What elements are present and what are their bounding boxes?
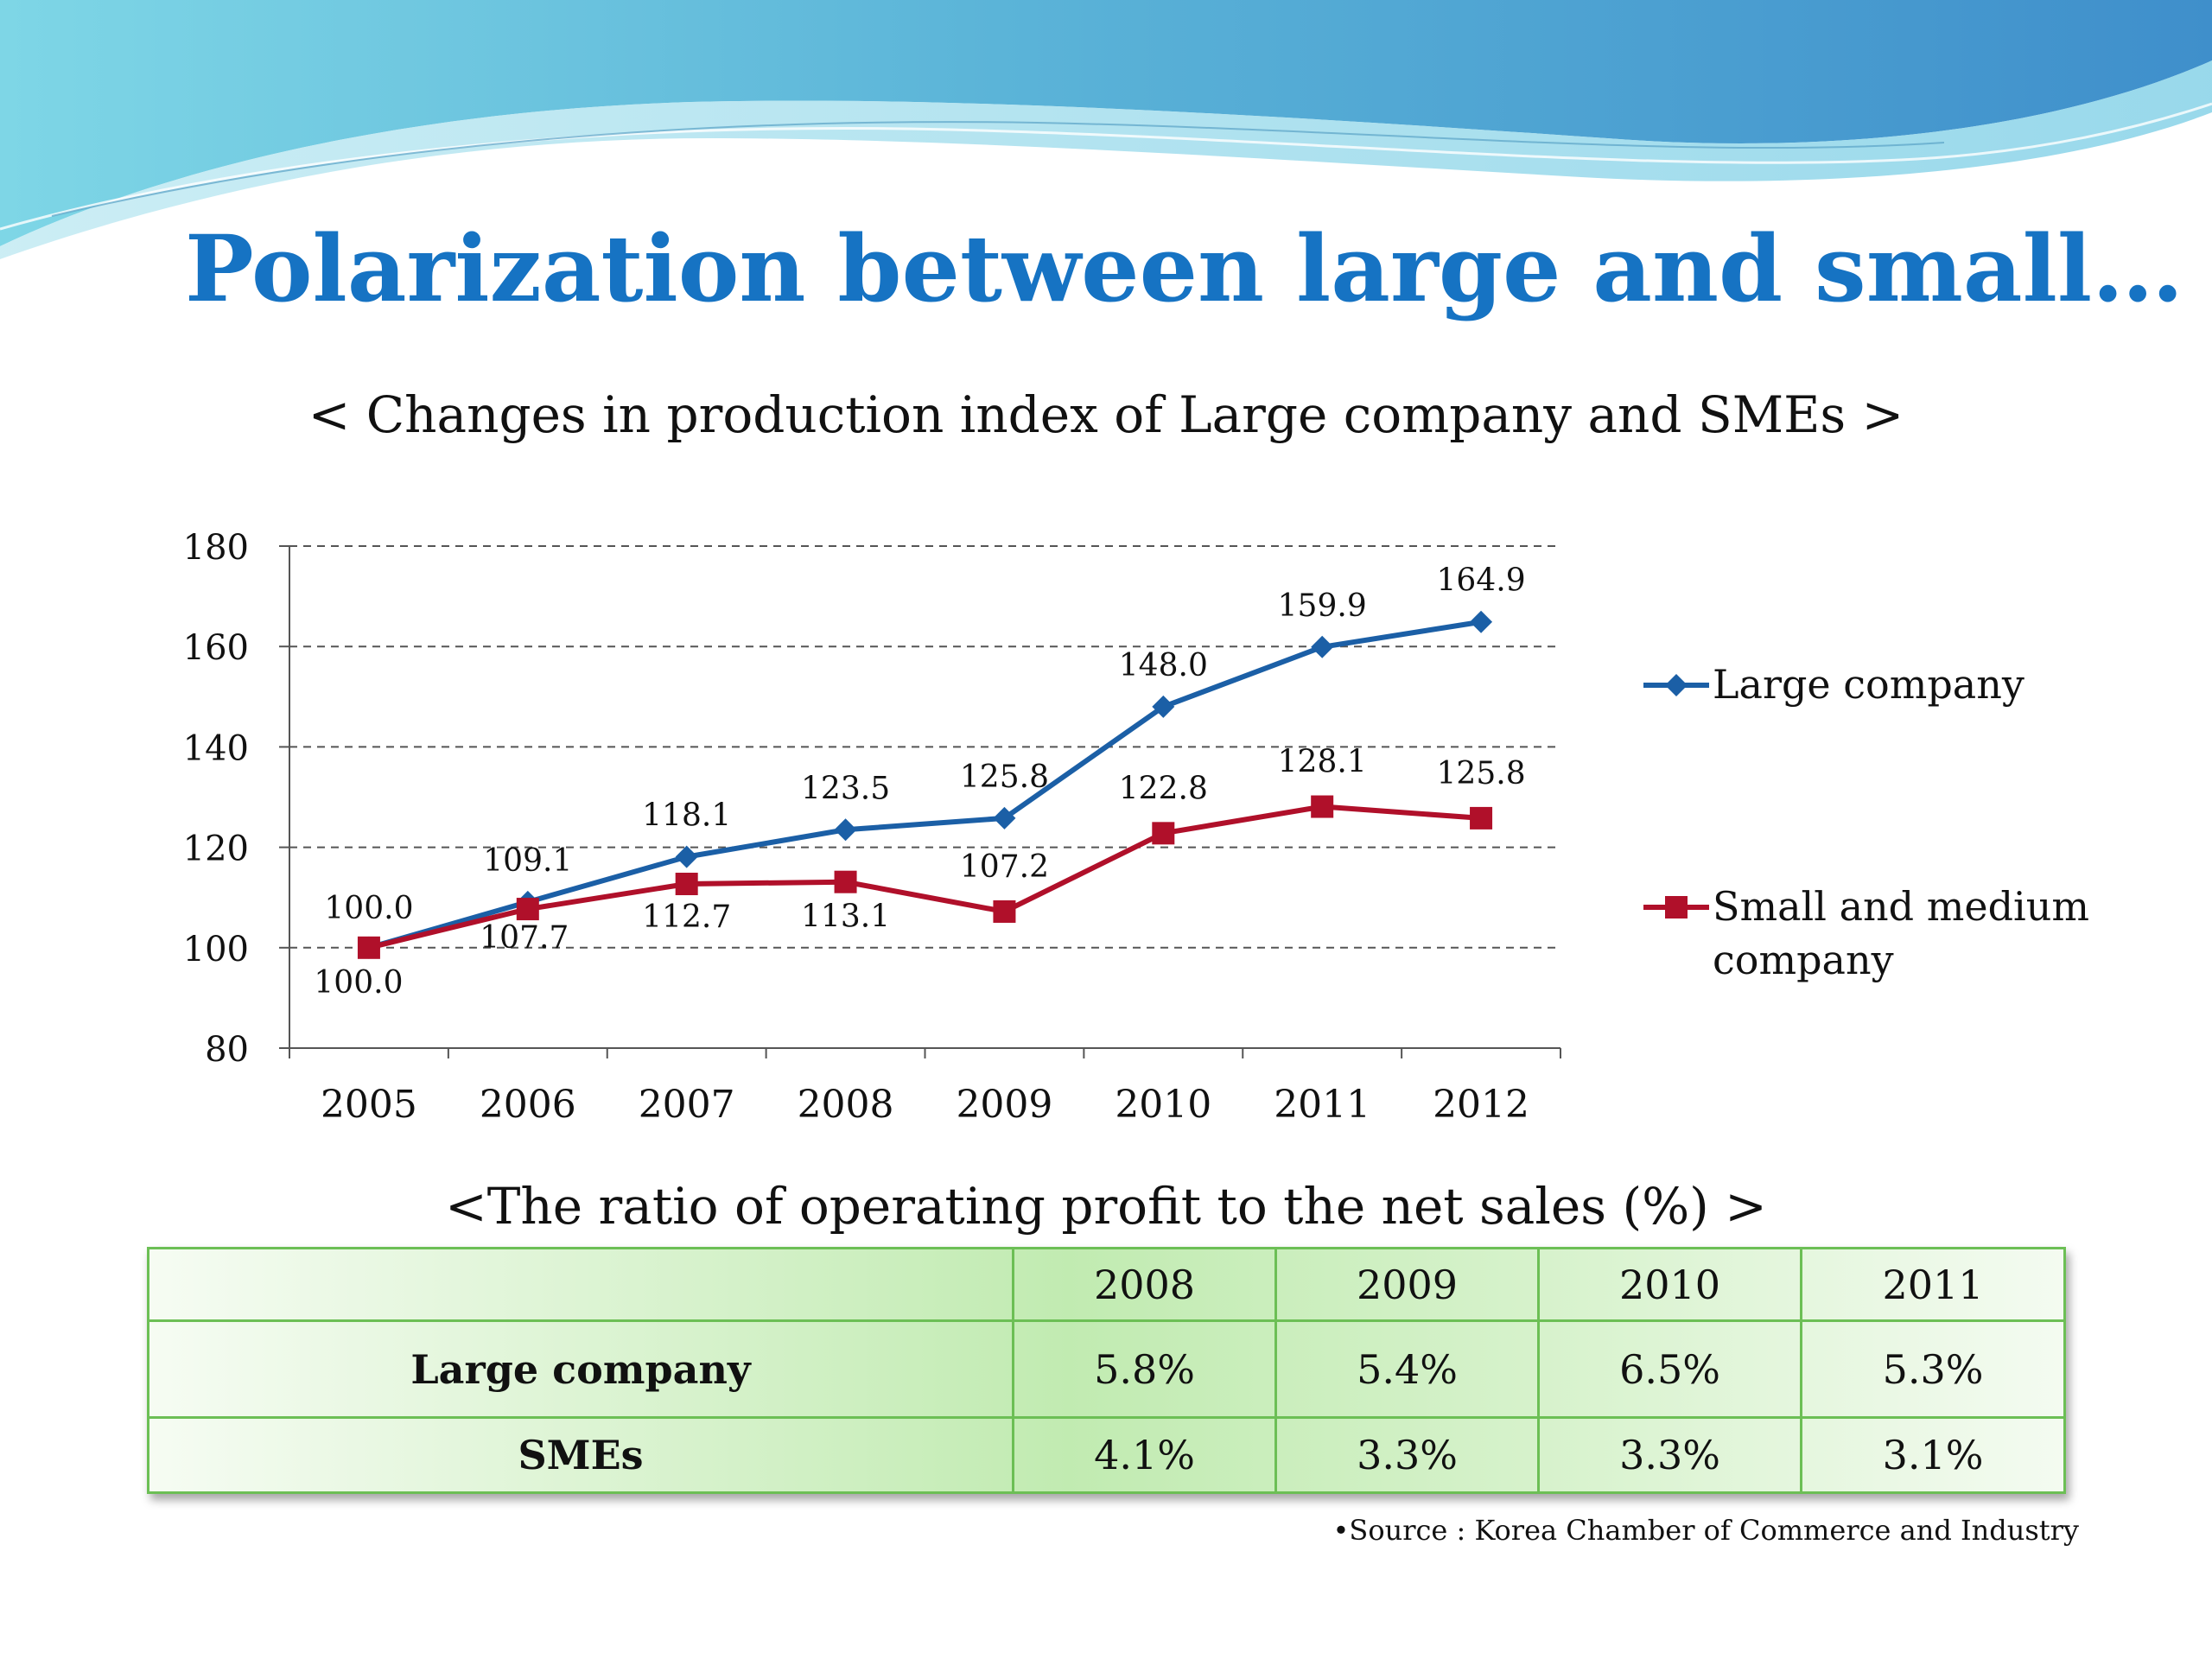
data-point [993,806,1016,830]
table-header-cell: 2010 [1537,1247,1802,1322]
legend-label-line: Small and medium [1713,883,2089,930]
table-header-cell: 2011 [1800,1247,2066,1322]
table-cell: 6.5% [1537,1319,1802,1419]
legend-marker [1665,896,1688,918]
data-label: 100.0 [324,891,413,926]
data-point [516,898,539,921]
data-point [357,936,380,959]
x-tick-label: 2009 [956,1083,1052,1127]
profit-ratio-table: 2008 2009 2010 2011 Large company 5.8% 5… [147,1247,2066,1494]
series-line [368,619,1482,950]
table-cell: 3.3% [1537,1416,1802,1494]
data-label: 107.7 [480,920,569,956]
data-label: 125.8 [1437,756,1526,791]
data-point [1311,635,1334,658]
series-line [368,804,1482,950]
data-label: 122.8 [1119,771,1208,806]
data-label: 123.5 [801,771,890,806]
x-tick-label: 2010 [1115,1083,1211,1127]
table-cell: 5.3% [1800,1319,2066,1419]
y-tick-label: 180 [183,528,249,568]
y-tick-label: 80 [205,1030,249,1070]
data-label: 164.9 [1437,563,1526,599]
data-label: 113.1 [801,899,890,935]
data-label: 148.0 [1119,648,1208,683]
table-row: SMEs 4.1% 3.3% 3.3% 3.1% [147,1416,2066,1494]
production-index-line-chart: 80 100 120 140 160 180 2005 2006 2007 2008 2009 201… [183,528,2089,1127]
table-row-label: Large company [147,1319,1014,1419]
x-tick-label: 2008 [798,1083,894,1127]
chart-axes: 80 100 120 140 160 180 2005 2006 2007 2008 2009 201… [183,528,1561,1127]
x-tick-label: 2012 [1433,1083,1529,1127]
table-header-cell: 2008 [1012,1247,1277,1322]
data-label: 125.8 [960,760,1049,795]
source-note: •Source : Korea Chamber of Commerce and … [1332,1514,2079,1547]
x-tick-label: 2005 [321,1083,417,1127]
data-point [1152,822,1175,845]
legend-label: Small and medium company [1713,883,2089,983]
table-row: Large company 5.8% 5.4% 6.5% 5.3% [147,1319,2066,1419]
legend-label-line: company [1713,937,1894,983]
chart-legend: Large company Small and medium company [1643,661,2089,983]
y-tick-label: 120 [183,830,249,869]
table-title: <The ratio of operating profit to the ne… [445,1177,1767,1236]
data-label: 109.1 [483,843,572,879]
table-cell: 5.4% [1274,1319,1540,1419]
chart-series [357,610,1493,959]
data-point [1311,795,1334,818]
data-point [993,899,1016,923]
y-tick-label: 100 [183,930,249,969]
data-label: 159.9 [1278,588,1367,624]
x-tick-label: 2006 [480,1083,576,1127]
data-label: 128.1 [1278,745,1367,780]
y-tick-label: 140 [183,728,249,768]
table-row-label: SMEs [147,1416,1014,1494]
slide-title: Polarization between large and small… [185,214,2184,322]
data-point [675,873,698,896]
table-header-row: 2008 2009 2010 2011 [147,1247,2066,1322]
data-label: 107.2 [960,849,1049,885]
x-tick-label: 2011 [1274,1083,1370,1127]
data-point [834,870,857,893]
data-label: 118.1 [642,798,731,834]
legend-label: Large company [1713,661,2024,708]
table-cell: 3.3% [1274,1416,1540,1494]
data-point [675,845,698,868]
header-wave-decoration [0,0,2212,259]
chart-gridlines [289,545,1560,949]
data-point [1470,610,1493,633]
table-header-cell: 2009 [1274,1247,1540,1322]
data-point [1152,695,1175,718]
chart-data-labels: 100.0 109.1 118.1 123.5 125.8 148.0 159.9 164.9… [314,563,1525,1001]
table-cell: 3.1% [1800,1416,2066,1494]
table-header-cell [147,1247,1014,1322]
table-cell: 5.8% [1012,1319,1277,1419]
chart-title: < Changes in production index of Large c… [308,385,1904,444]
x-tick-label: 2007 [639,1083,735,1127]
data-label: 112.7 [642,899,731,935]
table-cell: 4.1% [1012,1416,1277,1494]
legend-marker [1665,674,1688,696]
data-label: 100.0 [314,965,403,1001]
data-point [834,818,857,842]
data-point [1470,806,1493,830]
y-tick-label: 160 [183,628,249,668]
